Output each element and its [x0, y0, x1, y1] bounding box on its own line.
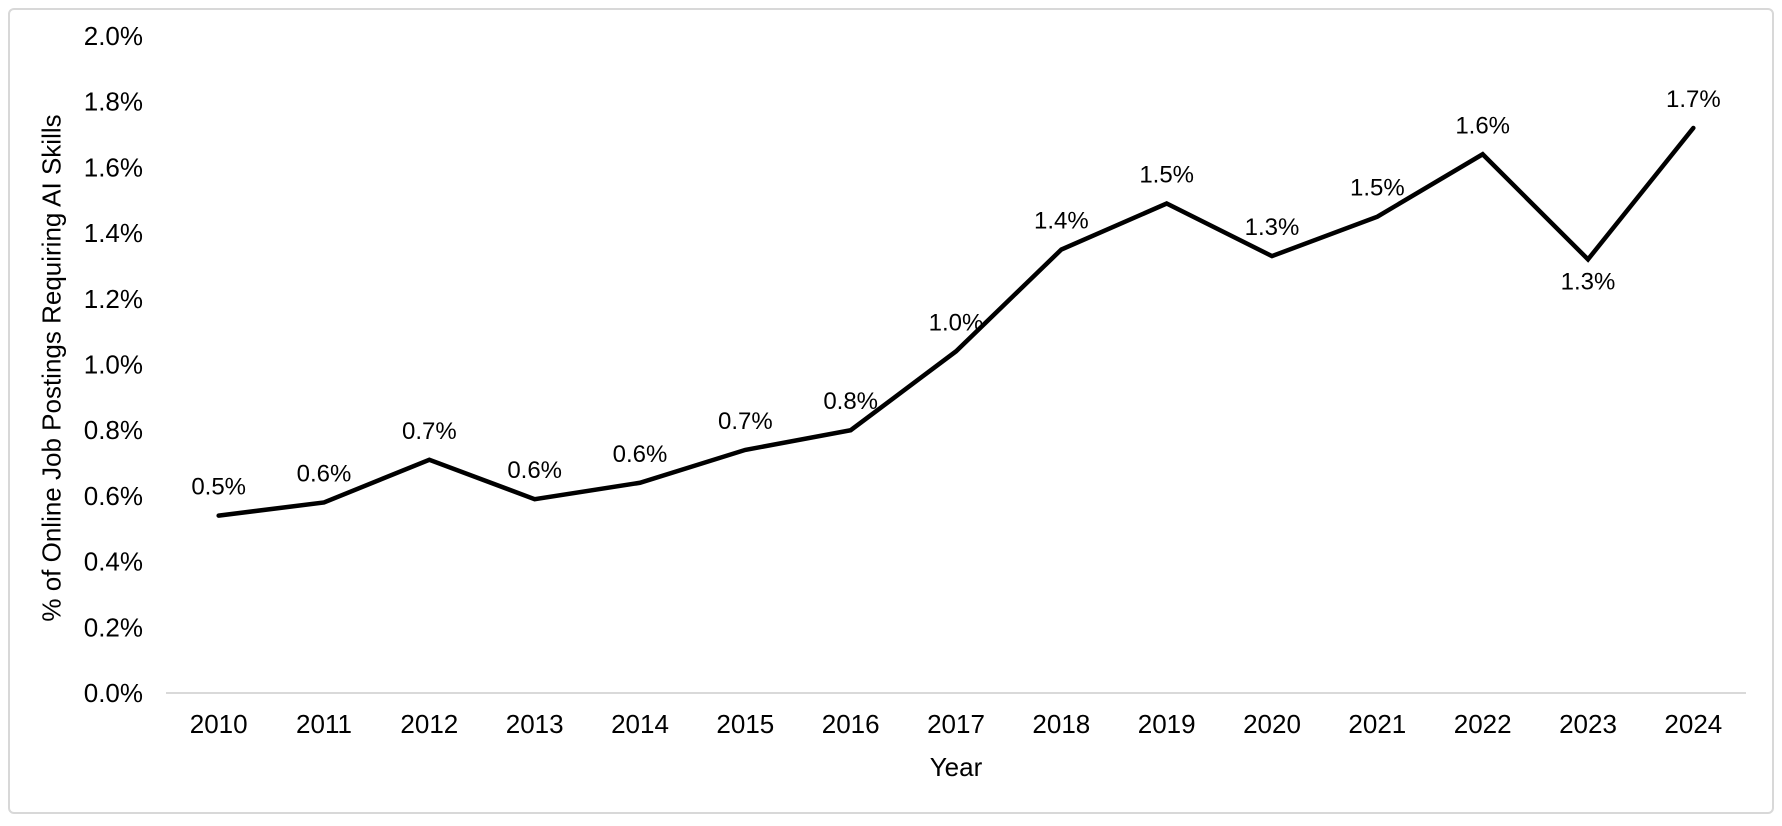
data-point-label: 0.7%	[402, 418, 457, 445]
x-tick-label: 2020	[1243, 709, 1301, 739]
data-point-label: 1.6%	[1455, 112, 1510, 139]
data-point-label: 1.0%	[929, 309, 984, 336]
x-tick-label: 2017	[927, 709, 985, 739]
data-point-label: 1.3%	[1245, 214, 1300, 241]
data-point-label: 1.5%	[1350, 175, 1405, 202]
x-tick-label: 2021	[1348, 709, 1406, 739]
x-tick-label: 2015	[716, 709, 774, 739]
y-tick-label: 2.0%	[84, 21, 143, 51]
data-point-label: 1.4%	[1034, 208, 1089, 235]
data-point-label: 0.6%	[297, 460, 352, 487]
y-tick-label: 0.8%	[84, 415, 143, 445]
x-tick-label: 2016	[822, 709, 880, 739]
x-tick-label: 2013	[506, 709, 564, 739]
x-tick-label: 2022	[1454, 709, 1512, 739]
y-tick-label: 0.4%	[84, 547, 143, 577]
data-point-label: 0.6%	[507, 457, 562, 484]
x-axis-title: Year	[929, 752, 983, 782]
data-point-label: 0.7%	[718, 408, 773, 435]
y-tick-label: 1.0%	[84, 350, 143, 380]
x-tick-label: 2023	[1559, 709, 1617, 739]
data-point-label: 0.8%	[823, 388, 878, 415]
y-tick-label: 0.0%	[84, 678, 143, 708]
y-tick-label: 1.6%	[84, 152, 143, 182]
y-tick-label: 1.2%	[84, 284, 143, 314]
y-tick-label: 1.8%	[84, 87, 143, 117]
data-point-label: 1.5%	[1139, 162, 1194, 189]
data-point-label: 1.3%	[1561, 268, 1616, 295]
x-tick-label: 2018	[1032, 709, 1090, 739]
y-tick-label: 0.6%	[84, 481, 143, 511]
y-tick-label: 1.4%	[84, 218, 143, 248]
x-tick-label: 2010	[190, 709, 248, 739]
data-point-label: 1.7%	[1666, 86, 1721, 113]
data-point-label: 0.6%	[613, 441, 668, 468]
x-tick-label: 2019	[1138, 709, 1196, 739]
y-tick-label: 0.2%	[84, 612, 143, 642]
data-series-line	[216, 125, 1696, 518]
x-tick-label: 2024	[1664, 709, 1722, 739]
x-tick-label: 2014	[611, 709, 669, 739]
x-tick-label: 2012	[400, 709, 458, 739]
data-point-label: 0.5%	[191, 474, 246, 501]
x-tick-label: 2011	[296, 709, 352, 739]
